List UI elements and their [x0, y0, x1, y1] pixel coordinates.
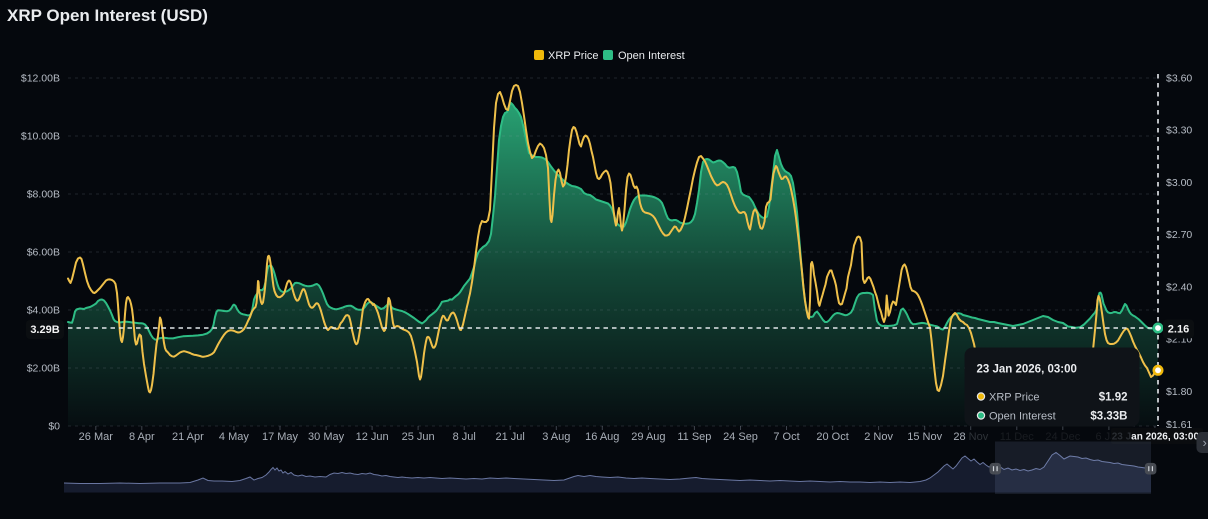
svg-text:11 Dec: 11 Dec	[1000, 431, 1035, 443]
svg-text:Open Interest: Open Interest	[989, 411, 1056, 423]
svg-text:›: ›	[1203, 435, 1207, 450]
svg-text:29 Aug: 29 Aug	[631, 431, 665, 443]
svg-text:17 May: 17 May	[262, 431, 299, 443]
svg-text:24 Dec: 24 Dec	[1045, 431, 1080, 443]
svg-text:$8.00B: $8.00B	[27, 189, 60, 201]
svg-text:$6.00B: $6.00B	[27, 247, 60, 259]
svg-text:$12.00B: $12.00B	[21, 73, 60, 85]
svg-text:21 Jul: 21 Jul	[496, 431, 525, 443]
svg-text:4 May: 4 May	[219, 431, 249, 443]
svg-text:26 Mar: 26 Mar	[79, 431, 114, 443]
svg-text:$10.00B: $10.00B	[21, 131, 60, 143]
svg-text:8 Apr: 8 Apr	[129, 431, 155, 443]
svg-text:7 Oct: 7 Oct	[773, 431, 799, 443]
svg-text:$3.00: $3.00	[1166, 177, 1192, 189]
svg-text:8 Jul: 8 Jul	[453, 431, 476, 443]
svg-text:XRP Price: XRP Price	[989, 392, 1040, 404]
svg-text:23 Jan 2026, 03:00: 23 Jan 2026, 03:00	[1112, 432, 1200, 443]
svg-text:$3.30: $3.30	[1166, 125, 1192, 137]
svg-text:16 Aug: 16 Aug	[585, 431, 619, 443]
svg-text:23 Jan 2026, 03:00: 23 Jan 2026, 03:00	[977, 364, 1077, 376]
svg-text:XRP Open Interest (USD): XRP Open Interest (USD)	[7, 6, 208, 25]
svg-text:$1.80: $1.80	[1166, 386, 1192, 398]
svg-text:Open Interest: Open Interest	[618, 50, 685, 62]
svg-text:$4.00B: $4.00B	[27, 305, 60, 317]
svg-text:$2.00B: $2.00B	[27, 363, 60, 375]
svg-text:$3.33B: $3.33B	[1090, 411, 1127, 423]
svg-text:25 Jun: 25 Jun	[402, 431, 435, 443]
svg-text:3 Aug: 3 Aug	[542, 431, 570, 443]
svg-text:30 May: 30 May	[308, 431, 345, 443]
svg-text:12 Jun: 12 Jun	[356, 431, 389, 443]
svg-text:21 Apr: 21 Apr	[172, 431, 204, 443]
svg-text:$3.60: $3.60	[1166, 73, 1192, 85]
svg-text:XRP Price: XRP Price	[548, 50, 599, 62]
svg-text:20 Oct: 20 Oct	[816, 431, 848, 443]
svg-text:$2.40: $2.40	[1166, 282, 1192, 294]
svg-text:24 Sep: 24 Sep	[723, 431, 758, 443]
svg-text:28 Nov: 28 Nov	[953, 431, 988, 443]
svg-text:2.16: 2.16	[1168, 324, 1189, 336]
svg-text:15 Nov: 15 Nov	[907, 431, 942, 443]
svg-text:2 Nov: 2 Nov	[864, 431, 893, 443]
svg-text:$2.70: $2.70	[1166, 229, 1192, 241]
svg-text:3.29B: 3.29B	[30, 324, 59, 336]
svg-text:$1.92: $1.92	[1099, 392, 1128, 404]
svg-text:11 Sep: 11 Sep	[677, 431, 711, 443]
svg-text:$0: $0	[48, 421, 60, 433]
